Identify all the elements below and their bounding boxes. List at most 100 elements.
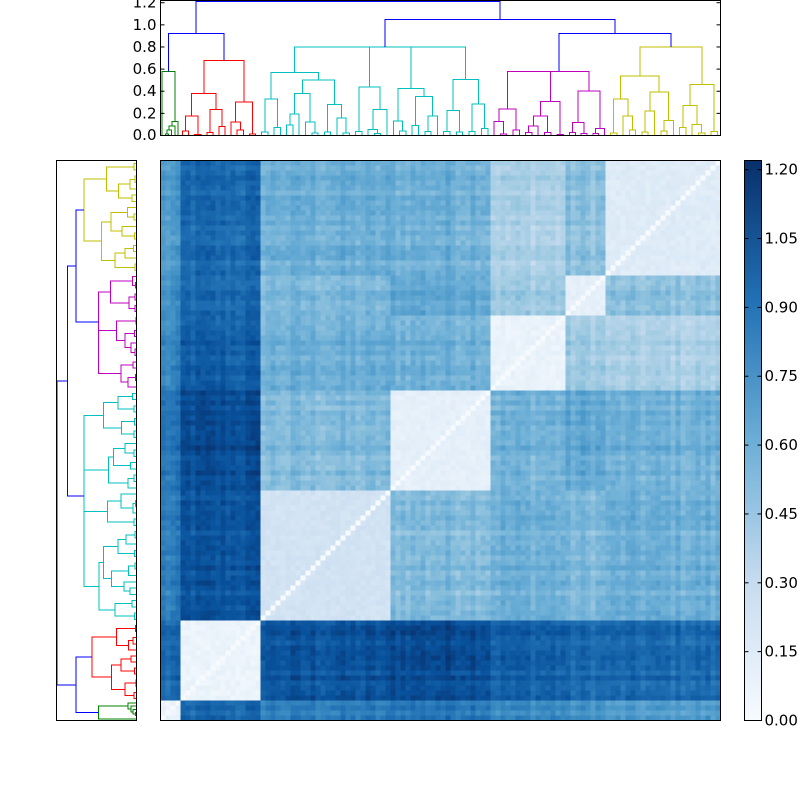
heatmap-cell [525, 375, 531, 381]
heatmap-cell [505, 270, 511, 276]
heatmap-cell [495, 360, 501, 366]
heatmap-cell [615, 180, 621, 186]
heatmap-cell [245, 165, 251, 171]
heatmap-cell [500, 245, 506, 251]
heatmap-cell [360, 235, 366, 241]
heatmap-cell [680, 320, 686, 326]
heatmap-cell [390, 300, 396, 306]
heatmap-cell [700, 365, 706, 371]
heatmap-cell [500, 340, 506, 346]
heatmap-cell [635, 265, 641, 271]
heatmap-cell [360, 275, 366, 281]
heatmap-cell [600, 220, 606, 226]
heatmap-cell [680, 355, 686, 361]
heatmap-cell [435, 300, 441, 306]
heatmap-cell [270, 355, 276, 361]
heatmap-cell [555, 225, 561, 231]
heatmap-cell [600, 290, 606, 296]
heatmap-cell [305, 380, 311, 386]
heatmap-cell [375, 165, 381, 171]
heatmap-cell [595, 180, 601, 186]
heatmap-cell [420, 380, 426, 386]
heatmap-cell [715, 230, 721, 236]
heatmap-cell [530, 225, 536, 231]
heatmap-cell [570, 320, 576, 326]
heatmap-cell [260, 380, 266, 386]
heatmap-cell [230, 290, 236, 296]
heatmap-cell [230, 320, 236, 326]
heatmap-cell [450, 330, 456, 336]
heatmap-cell [215, 170, 221, 176]
heatmap-cell [690, 325, 696, 331]
heatmap-cell [200, 245, 206, 251]
heatmap-cell [590, 240, 596, 246]
heatmap-cell [680, 280, 686, 286]
heatmap-cell [235, 200, 241, 206]
heatmap-cell [555, 290, 561, 296]
heatmap-cell [440, 245, 446, 251]
heatmap-cell [650, 170, 656, 176]
heatmap-cell [490, 255, 496, 261]
heatmap-cell [395, 370, 401, 376]
heatmap-cell [710, 240, 716, 246]
heatmap-cell [555, 260, 561, 266]
heatmap-cell [355, 355, 361, 361]
heatmap-cell [540, 255, 546, 261]
heatmap-cell [715, 210, 721, 216]
heatmap-cell [410, 285, 416, 291]
heatmap-cell [370, 350, 376, 356]
heatmap-cell [495, 260, 501, 266]
heatmap-cell [700, 295, 706, 301]
heatmap-cell [420, 310, 426, 316]
heatmap-cell [580, 170, 586, 176]
heatmap-cell [340, 235, 346, 241]
heatmap-cell [245, 160, 251, 166]
heatmap-cell [250, 235, 256, 241]
heatmap-cell [670, 285, 676, 291]
heatmap-cell [325, 195, 331, 201]
heatmap-cell [620, 245, 626, 251]
heatmap-cell [660, 305, 666, 311]
heatmap-cell [220, 245, 226, 251]
heatmap-cell [420, 295, 426, 301]
heatmap-cell [550, 255, 556, 261]
heatmap-cell [160, 325, 166, 331]
heatmap-cell [560, 195, 566, 201]
heatmap-cell [190, 310, 196, 316]
heatmap-cell [425, 285, 431, 291]
heatmap-cell [355, 240, 361, 246]
heatmap-cell [250, 250, 256, 256]
heatmap-cell [330, 280, 336, 286]
heatmap-cell [640, 215, 646, 221]
heatmap-cell [185, 255, 191, 261]
heatmap-cell [565, 215, 571, 221]
heatmap-cell [205, 245, 211, 251]
heatmap-cell [325, 255, 331, 261]
heatmap-cell [170, 280, 176, 286]
heatmap-cell [485, 280, 491, 286]
heatmap-cell [265, 190, 271, 196]
heatmap-cell [590, 310, 596, 316]
heatmap-cell [610, 270, 616, 276]
heatmap-cell [485, 380, 491, 386]
heatmap-cell [430, 170, 436, 176]
heatmap-cell [165, 380, 171, 386]
heatmap-cell [265, 230, 271, 236]
heatmap-cell [590, 195, 596, 201]
heatmap-cell [485, 185, 491, 191]
heatmap-cell [375, 330, 381, 336]
heatmap-cell [475, 325, 481, 331]
heatmap-cell [210, 355, 216, 361]
heatmap-cell [330, 310, 336, 316]
heatmap-cell [470, 175, 476, 181]
heatmap-cell [430, 235, 436, 241]
heatmap-cell [340, 325, 346, 331]
heatmap-cell [310, 225, 316, 231]
heatmap-cell [195, 170, 201, 176]
heatmap-cell [560, 375, 566, 381]
heatmap-cell [205, 170, 211, 176]
heatmap-cell [450, 240, 456, 246]
heatmap-cell [340, 270, 346, 276]
heatmap-cell [215, 330, 221, 336]
heatmap-cell [280, 255, 286, 261]
